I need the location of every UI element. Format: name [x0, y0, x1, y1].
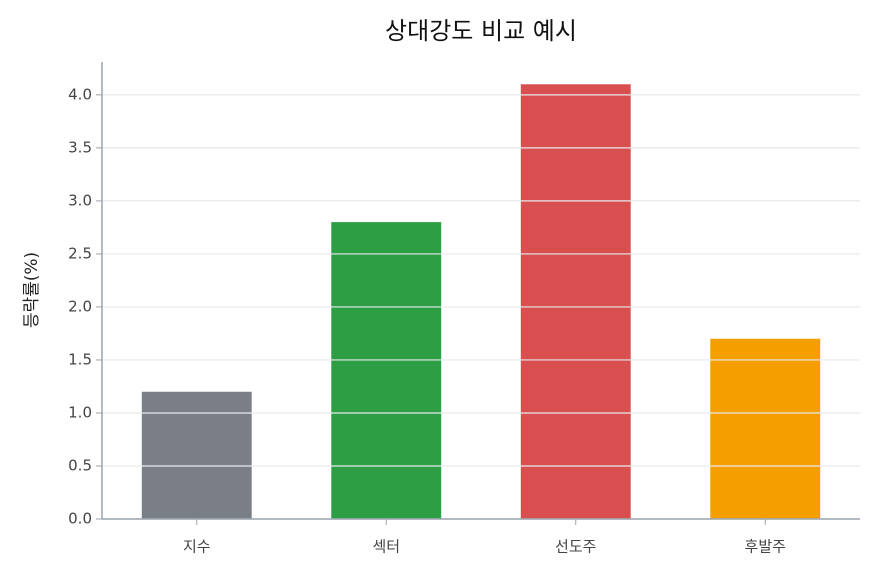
bar — [520, 84, 631, 520]
y-tick-label: 1.5 — [68, 350, 92, 368]
bar — [141, 391, 252, 519]
y-tick-label: 4.0 — [68, 85, 92, 103]
bar — [710, 338, 821, 519]
bar — [331, 222, 442, 519]
y-tick-label: 3.5 — [68, 138, 92, 156]
x-tick-label: 섹터 — [372, 538, 400, 556]
x-tick-label: 선도주 — [555, 538, 596, 556]
y-tick-label: 2.0 — [68, 297, 92, 315]
x-tick-label: 후발주 — [745, 538, 786, 556]
y-tick-label: 0.0 — [68, 510, 92, 528]
y-tick-label: 0.5 — [68, 456, 92, 474]
chart-title: 상대강도 비교 예시 — [385, 17, 577, 45]
y-axis-label: 등락률(%) — [22, 252, 42, 328]
x-tick-label: 지수 — [183, 538, 211, 556]
y-tick-label: 3.0 — [68, 191, 92, 209]
y-tick-label: 2.5 — [68, 244, 92, 262]
y-tick-label: 1.0 — [68, 403, 92, 421]
